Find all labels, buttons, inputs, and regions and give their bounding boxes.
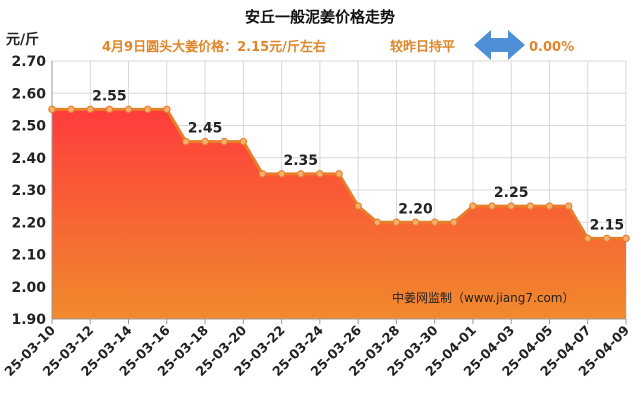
data-point [277, 170, 286, 178]
y-axis-ticks: 1.90 2.00 2.10 2.20 2.30 2.40 2.50 2.60 2.70 [11, 54, 46, 328]
data-point [507, 202, 516, 210]
data-point [449, 218, 458, 227]
data-label: 2.35 [283, 153, 318, 169]
data-point [105, 105, 114, 114]
data-point [545, 202, 554, 210]
y-axis-unit: 元/斤 [6, 31, 39, 48]
data-point [583, 234, 592, 243]
data-point [316, 170, 324, 178]
y-tick-label: 2.50 [11, 119, 46, 135]
change-percent: 0.00% [529, 40, 574, 55]
data-labels: 2.55 2.45 2.35 2.20 2.25 2.15 [92, 88, 624, 233]
data-point [182, 137, 190, 146]
data-point [86, 105, 95, 114]
y-tick-label: 2.20 [11, 215, 46, 231]
x-axis-ticks: 25-03-1025-03-1225-03-1425-03-1625-03-18… [2, 319, 633, 380]
data-point [296, 170, 305, 178]
data-point [239, 137, 248, 146]
y-tick-label: 2.70 [11, 54, 46, 70]
data-point [48, 105, 56, 114]
data-label: 2.25 [494, 185, 529, 201]
data-point [603, 234, 611, 243]
data-point [67, 105, 75, 114]
data-point [124, 105, 133, 114]
data-label: 2.45 [188, 121, 223, 137]
data-point [526, 202, 535, 210]
data-point [220, 137, 229, 146]
data-point [258, 170, 267, 178]
data-point [392, 218, 401, 227]
area-fill [52, 109, 626, 319]
data-label: 2.15 [590, 217, 625, 233]
change-text: 较昨日持平 [390, 39, 455, 55]
data-point [430, 218, 439, 227]
data-label: 2.20 [398, 201, 433, 217]
data-points [48, 105, 630, 243]
y-tick-label: 2.60 [11, 86, 46, 102]
y-tick-label: 2.30 [11, 183, 46, 199]
data-point [143, 105, 152, 114]
data-point [163, 105, 171, 114]
y-tick-label: 1.90 [11, 312, 46, 328]
data-point [564, 202, 573, 210]
data-point [622, 234, 630, 243]
data-point [201, 137, 209, 146]
left-right-arrow-icon [474, 30, 525, 60]
y-tick-label: 2.10 [11, 248, 46, 264]
watermark: 中姜网监制（www.jiang7.com） [392, 290, 574, 305]
y-tick-label: 2.00 [11, 280, 46, 296]
y-tick-label: 2.40 [11, 151, 46, 167]
data-label: 2.55 [92, 88, 127, 104]
data-point [411, 218, 420, 227]
price-summary: 4月9日圆头大姜价格：2.15元/斤左右 [102, 39, 326, 55]
data-point [354, 202, 362, 210]
chart-title: 安丘一般泥姜价格走势 [245, 8, 395, 26]
data-point [488, 202, 496, 210]
data-point [373, 218, 382, 227]
data-point [469, 202, 477, 210]
data-point [335, 170, 343, 178]
